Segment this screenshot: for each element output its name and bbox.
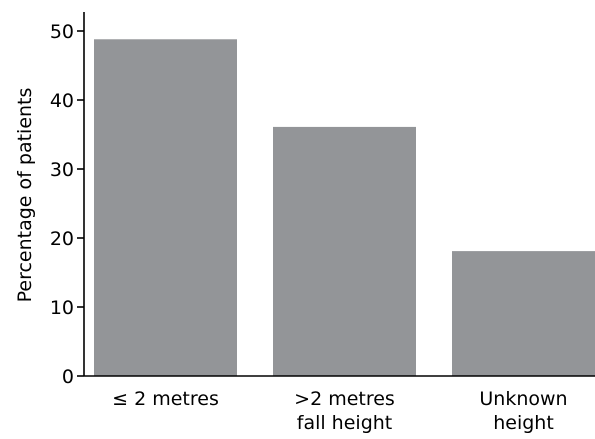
x-category-label-2: Unknown height bbox=[479, 388, 567, 434]
y-tick-label-0: 0 bbox=[62, 366, 74, 388]
y-tick-label-3: 30 bbox=[50, 159, 74, 181]
y-ticks-group: 0 10 20 30 40 50 bbox=[50, 21, 84, 388]
x-category-label-1: >2 metres fall height bbox=[294, 388, 395, 434]
x-category-label-0: ≤ 2 metres bbox=[112, 388, 219, 410]
axes-group bbox=[83, 12, 595, 377]
x-labels-group: ≤ 2 metres >2 metres fall height Unknown hei… bbox=[112, 388, 567, 434]
bar-2 bbox=[452, 251, 595, 376]
bars-group bbox=[94, 39, 595, 376]
y-tick-label-2: 20 bbox=[50, 228, 74, 250]
y-axis-title: Percentage of patients bbox=[14, 88, 36, 303]
y-tick-label-1: 10 bbox=[50, 297, 74, 319]
bar-1 bbox=[273, 126, 416, 376]
bar-0 bbox=[94, 39, 237, 376]
y-tick-label-5: 50 bbox=[50, 21, 74, 43]
y-tick-label-4: 40 bbox=[50, 90, 74, 112]
